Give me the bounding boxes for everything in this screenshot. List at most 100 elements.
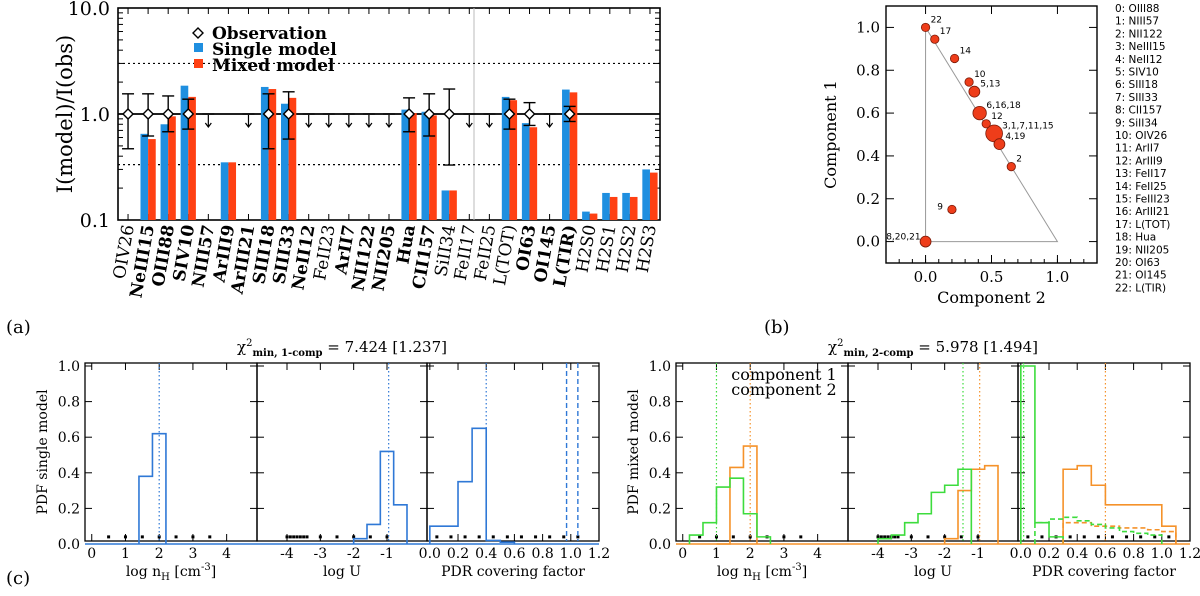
sample-point	[698, 535, 702, 539]
obs-diamond-L(TIR)	[563, 108, 576, 120]
pdf-y-tick-label: 0.4	[649, 466, 671, 482]
x-tick-label: 0.0	[1010, 546, 1032, 562]
point-label-10: 10	[974, 70, 986, 80]
upper-limit-arrow	[465, 115, 473, 128]
pdf-title: χ2min, 2-comp = 5.978 [1.494]	[828, 338, 1038, 359]
sample-point	[896, 535, 900, 539]
line-index-7: 7: SIII33	[1115, 92, 1158, 104]
x-tick-label: -4	[280, 546, 294, 562]
bar-single-OIII88	[160, 124, 169, 220]
sample-point	[107, 535, 111, 539]
pdf-y-tick-label: 0.8	[649, 395, 671, 411]
pdf-y-tick-label: 0.2	[58, 501, 80, 517]
upper-limit-arrow	[365, 115, 373, 128]
xlabel-end: ]	[211, 564, 216, 580]
line-index-16: 16: ArIII21	[1115, 206, 1169, 218]
x-tick-label: -2	[347, 546, 361, 562]
bar-mixed-H2S0	[589, 213, 598, 220]
sample-point	[1139, 535, 1143, 539]
line-index-21: 21: OI145	[1115, 270, 1167, 282]
legend-label-2: Mixed model	[212, 56, 335, 76]
component-point-2	[1006, 162, 1016, 172]
legend-mixed-swatch	[194, 59, 203, 68]
bar-mixed-L(TOT)	[509, 100, 518, 220]
x-axis-label: Component 2	[937, 288, 1046, 307]
sample-point	[534, 535, 538, 539]
point-label-2: 2	[1016, 155, 1022, 165]
pdf-y-tick-label: 0.6	[649, 430, 671, 446]
legend-diamond	[192, 27, 204, 39]
sample-point	[1040, 535, 1044, 539]
panel-a-bar-chart: 0.11.010.0I(model)/I(obs)OIV26NeIII15OII…	[53, 0, 661, 300]
upper-limit-arrow	[385, 115, 393, 128]
y-tick-label: 0.2	[856, 190, 880, 208]
line-index-17: 17: L(TOT)	[1115, 219, 1170, 231]
line-index-3: 3: NeIII15	[1115, 41, 1166, 53]
obs-diamond-NeIII15	[142, 108, 155, 120]
x-tick-label: 4	[813, 546, 822, 562]
sample-point	[976, 535, 980, 539]
subpanel-frame	[84, 362, 258, 542]
component-point-14	[949, 53, 960, 64]
sample-point	[385, 535, 389, 539]
component-point-17	[930, 34, 940, 44]
pdf-y-tick-label: 0.8	[58, 395, 80, 411]
component-point-6,16,18	[972, 105, 987, 121]
title-sup: 2	[246, 338, 252, 349]
line-index-2: 2: NII122	[1115, 28, 1163, 40]
title-sub: min, 1-comp	[252, 348, 322, 359]
line-index-9: 9: SiII34	[1115, 117, 1158, 129]
pdf-y-tick-label: 0.0	[649, 537, 671, 553]
y-tick-label: 1.0	[856, 18, 880, 36]
sample-point	[519, 535, 523, 539]
xlabel-sub: H	[752, 572, 761, 583]
bar-mixed-H2S2	[629, 196, 638, 220]
legend-label-1: Single model	[212, 40, 337, 60]
sample-point	[477, 535, 481, 539]
sample-point	[782, 535, 786, 539]
pdf-y-tick-label: 1.0	[649, 359, 671, 375]
x-tick-label: 3	[779, 546, 788, 562]
bar-mixed-OI63	[529, 127, 538, 220]
sample-point	[909, 535, 913, 539]
bar-single-NeIII15	[140, 133, 149, 220]
x-axis-label: log U	[914, 564, 952, 580]
y-tick-label: 0.1	[80, 210, 110, 232]
histogram-single_hist	[429, 427, 516, 544]
pdf-y-tick-label: 0.4	[58, 466, 80, 482]
legend-single-swatch	[194, 43, 203, 52]
x-tick-label: 1.0	[560, 546, 582, 562]
histogram-comp1	[716, 445, 758, 545]
sample-point	[1026, 535, 1030, 539]
y-tick-label: 10.0	[68, 0, 110, 20]
component-point-12	[981, 119, 991, 129]
bar-single-SIII33	[281, 103, 289, 220]
sample-point	[893, 535, 897, 539]
legend-label-0: Observation	[212, 24, 327, 44]
sample-point	[174, 535, 178, 539]
upper-limit-arrow	[204, 115, 212, 128]
sample-point	[295, 535, 299, 539]
xlabel-sup: -3	[792, 562, 802, 573]
y-axis-label: I(model)/I(obs)	[53, 35, 77, 193]
title-chi: χ	[828, 338, 837, 356]
sample-point	[576, 535, 580, 539]
y-axis-label: Component 1	[821, 80, 840, 189]
subpanel-frame	[1017, 362, 1191, 542]
x-tick-label: 0.8	[531, 546, 553, 562]
point-label-6,16,18: 6,16,18	[986, 101, 1021, 111]
sample-point	[302, 535, 306, 539]
x-tick-label: -1	[971, 546, 985, 562]
xlabel-pre: log n	[126, 564, 161, 580]
bar-single-SIV10	[180, 85, 189, 220]
legend-component-2: component 2	[731, 380, 836, 399]
bar-mixed-L(TIR)	[569, 92, 578, 220]
bar-mixed-SIII18	[268, 89, 277, 220]
sample-point	[714, 535, 718, 539]
sample-point	[505, 535, 509, 539]
sample-point	[491, 535, 495, 539]
sample-point	[352, 535, 356, 539]
point-label-8,20,21: 8,20,21	[886, 233, 920, 243]
